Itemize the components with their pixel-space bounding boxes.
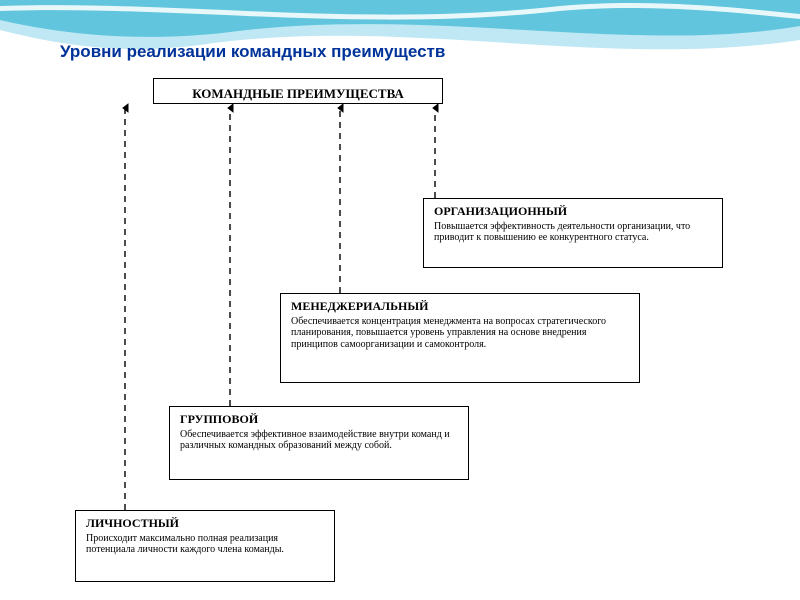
node-group-label: ГРУППОВОЙ [180,413,458,427]
node-team-advantages: КОМАНДНЫЕ ПРЕИМУЩЕСТВА [153,78,443,104]
node-personal-desc: Происходит максимально полная реализация… [86,533,324,556]
node-managerial-desc: Обеспечивается концентрация менеджмента … [291,316,629,351]
node-personal: ЛИЧНОСТНЫЙ Происходит максимально полная… [75,510,335,582]
node-group: ГРУППОВОЙ Обеспечивается эффективное вза… [169,406,469,480]
node-organizational-label: ОРГАНИЗАЦИОННЫЙ [434,205,712,219]
node-team-advantages-label: КОМАНДНЫЕ ПРЕИМУЩЕСТВА [192,86,404,101]
node-managerial-label: МЕНЕДЖЕРИАЛЬНЫЙ [291,300,629,314]
diagram-container: КОМАНДНЫЕ ПРЕИМУЩЕСТВА ОРГАНИЗАЦИОННЫЙ П… [65,78,745,588]
node-organizational: ОРГАНИЗАЦИОННЫЙ Повышается эффективность… [423,198,723,268]
node-group-desc: Обеспечивается эффективное взаимодействи… [180,429,458,452]
node-organizational-desc: Повышается эффективность деятельности ор… [434,221,712,244]
node-personal-label: ЛИЧНОСТНЫЙ [86,517,324,531]
node-managerial: МЕНЕДЖЕРИАЛЬНЫЙ Обеспечивается концентра… [280,293,640,383]
page-title: Уровни реализации командных преимуществ [60,42,445,62]
